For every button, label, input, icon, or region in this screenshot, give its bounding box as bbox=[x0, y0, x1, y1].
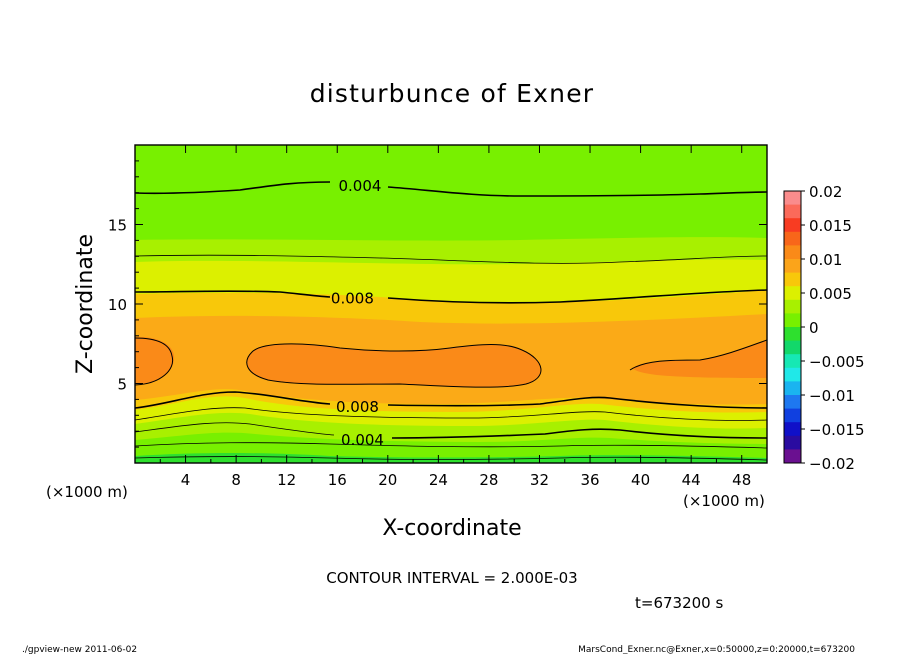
colorbar-level bbox=[784, 435, 801, 450]
x-axis-label: X-coordinate bbox=[382, 516, 521, 541]
x-tick-label: 8 bbox=[231, 471, 241, 489]
chart-title: disturbunce of Exner bbox=[310, 79, 595, 108]
contour-line bbox=[134, 422, 335, 436]
y-tick-label: 15 bbox=[108, 217, 127, 235]
contour-interval: CONTOUR INTERVAL = 2.000E-03 bbox=[326, 569, 577, 587]
colorbar-tick-label: 0.02 bbox=[809, 183, 842, 201]
colorbar-ticks: 0.02 0.015 0.01 0.005 0 −0.005 −0.01 −0.015 −0.0… bbox=[801, 183, 865, 473]
footer-left: ./gpview-new 2011-06-02 bbox=[22, 645, 137, 654]
y-axis-label: Z-coordinate bbox=[73, 234, 98, 374]
colorbar-level bbox=[784, 354, 801, 369]
contour-line bbox=[134, 442, 768, 449]
contour-lines bbox=[134, 181, 768, 461]
colorbar-tick-label: 0 bbox=[809, 319, 819, 337]
colorbar-level bbox=[784, 395, 801, 410]
contour-label: 0.008 bbox=[336, 398, 379, 416]
contour-line bbox=[134, 290, 331, 298]
contour-label: 0.008 bbox=[331, 290, 374, 308]
colorbar-level bbox=[784, 327, 801, 342]
contour-labels: 0.004 0.008 0.008 0.004 bbox=[331, 177, 384, 449]
y-tick-label: 10 bbox=[108, 296, 127, 314]
colorbar-level bbox=[784, 191, 801, 206]
footer-right: MarsCond_Exner.nc@Exner,x=0:50000,z=0:20… bbox=[578, 645, 855, 654]
x-tick-label: 32 bbox=[530, 471, 549, 489]
x-tick-label: 48 bbox=[732, 471, 751, 489]
contour-fill bbox=[135, 145, 767, 463]
colorbar-tick-label: −0.005 bbox=[809, 353, 865, 371]
colorbar-level bbox=[784, 272, 801, 287]
colorbar bbox=[783, 190, 802, 464]
x-tick-label: 36 bbox=[580, 471, 599, 489]
x-tick-label: 16 bbox=[328, 471, 347, 489]
contour-label: 0.004 bbox=[341, 431, 384, 449]
time-stamp: t=673200 s bbox=[635, 594, 723, 612]
colorbar-level bbox=[784, 245, 801, 260]
colorbar-level bbox=[784, 408, 801, 423]
x-tick-label: 40 bbox=[631, 471, 650, 489]
x-axis: 4 8 12 16 20 24 28 32 36 40 44 48 bbox=[159, 145, 751, 489]
contour-line bbox=[387, 289, 768, 304]
x-unit-left: (×1000 m) bbox=[46, 483, 128, 501]
colorbar-level bbox=[784, 313, 801, 328]
x-tick-label: 20 bbox=[378, 471, 397, 489]
y-tick-label: 5 bbox=[117, 376, 127, 394]
colorbar-level bbox=[784, 422, 801, 437]
colorbar-level bbox=[784, 259, 801, 274]
contour-line bbox=[387, 396, 768, 409]
colorbar-level bbox=[784, 204, 801, 219]
x-tick-label: 24 bbox=[429, 471, 448, 489]
colorbar-level bbox=[784, 231, 801, 246]
colorbar-tick-label: −0.01 bbox=[809, 387, 855, 405]
colorbar-level bbox=[784, 286, 801, 301]
contour-label: 0.004 bbox=[339, 177, 382, 195]
x-tick-label: 4 bbox=[181, 471, 191, 489]
colorbar-tick-label: −0.02 bbox=[809, 455, 855, 473]
colorbar-level bbox=[784, 449, 801, 464]
colorbar-tick-label: 0.005 bbox=[809, 285, 852, 303]
contour-line bbox=[134, 407, 768, 421]
contour-line bbox=[629, 339, 768, 371]
colorbar-level bbox=[784, 299, 801, 314]
contour-line bbox=[134, 456, 768, 461]
x-tick-label: 12 bbox=[277, 471, 296, 489]
contour-line bbox=[134, 337, 174, 386]
y-axis: 5 10 15 bbox=[108, 160, 767, 448]
contour-line bbox=[391, 428, 768, 439]
colorbar-tick-label: 0.01 bbox=[809, 251, 842, 269]
colorbar-level bbox=[784, 340, 801, 355]
colorbar-tick-label: 0.015 bbox=[809, 217, 852, 235]
colorbar-level bbox=[784, 367, 801, 382]
contour-line bbox=[246, 343, 542, 388]
contour-line bbox=[134, 254, 768, 264]
x-tick-label: 28 bbox=[479, 471, 498, 489]
contour-line bbox=[134, 391, 331, 409]
colorbar-tick-label: −0.015 bbox=[809, 421, 865, 439]
x-unit-right: (×1000 m) bbox=[683, 492, 765, 510]
contour-line bbox=[134, 181, 331, 195]
x-tick-label: 44 bbox=[682, 471, 701, 489]
colorbar-level bbox=[784, 218, 801, 233]
contour-line bbox=[387, 186, 768, 197]
colorbar-level bbox=[784, 381, 801, 396]
